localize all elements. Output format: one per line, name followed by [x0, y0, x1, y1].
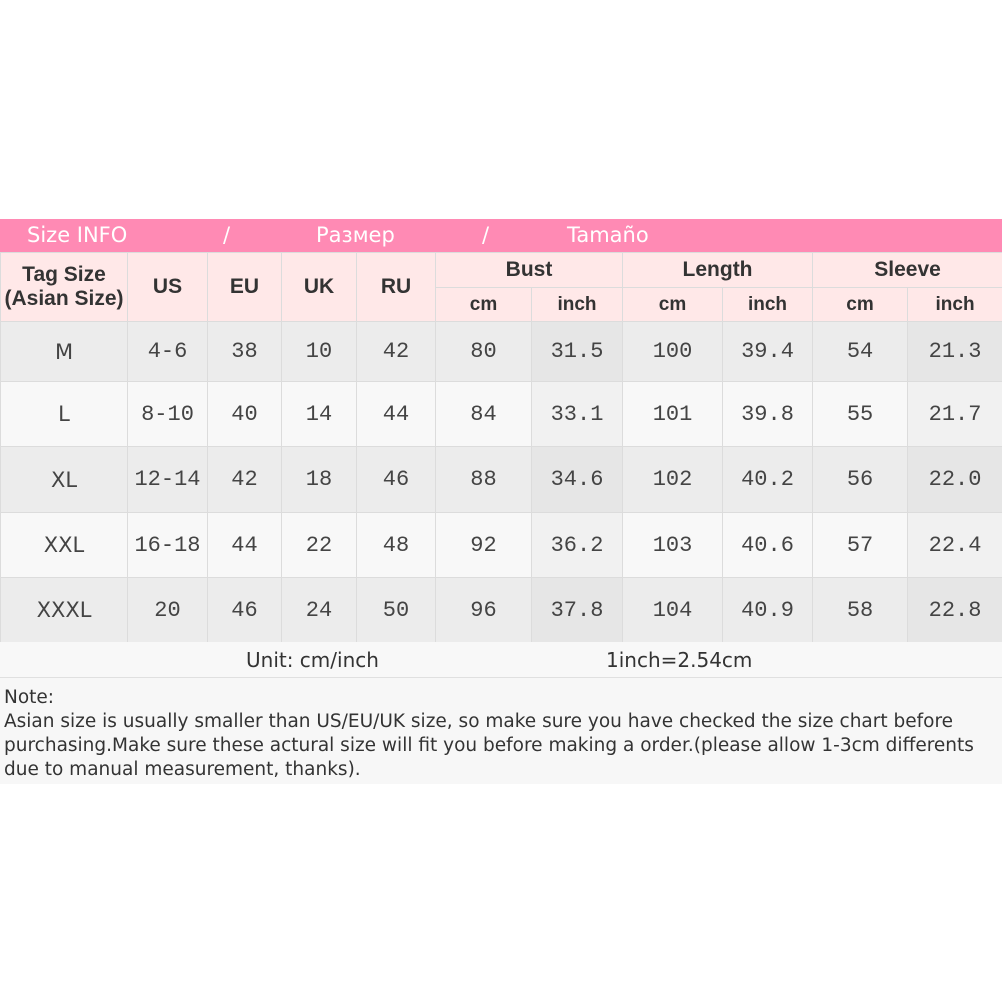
table-cell: 37.8 — [530, 577, 624, 643]
size-table: Tag Size (Asian Size) US EU UK RU Bust Le… — [0, 252, 1002, 643]
table-cell: 57 — [812, 512, 909, 578]
header-length: Length — [622, 252, 814, 288]
note: Note: Asian size is usually smaller than… — [0, 678, 1002, 784]
table-cell: 44 — [207, 512, 282, 578]
header-length-inch: inch — [722, 287, 814, 322]
table-cell: 10 — [281, 321, 357, 382]
table-cell: 96 — [435, 577, 532, 643]
table-cell: 33.1 — [530, 381, 624, 447]
table-cell: 84 — [435, 381, 532, 447]
header-tag-size: Tag Size (Asian Size) — [0, 252, 128, 322]
table-cell: XL — [0, 446, 128, 513]
table-cell: 92 — [435, 512, 532, 578]
unit-label: Unit: cm/inch — [246, 648, 379, 672]
table-cell: 12-14 — [127, 446, 208, 513]
header-sleeve-inch: inch — [907, 287, 1002, 322]
table-cell: 50 — [356, 577, 436, 643]
title-sep: / — [223, 223, 231, 247]
table-cell: 39.4 — [722, 321, 814, 382]
table-row: XL 12-14 42 18 46 88 34.6 102 40.2 56 22.0 — [0, 446, 1002, 513]
table-cell: 101 — [622, 381, 724, 447]
table-cell: 103 — [622, 512, 724, 578]
table-cell: 24 — [281, 577, 357, 643]
table-cell: 39.8 — [722, 381, 814, 447]
table-cell: 22.8 — [907, 577, 1002, 643]
table-cell: 42 — [356, 321, 436, 382]
table-cell: M — [0, 321, 128, 382]
table-row: M 4-6 38 10 42 80 31.5 100 39.4 54 21.3 — [0, 321, 1002, 382]
table-cell: 44 — [356, 381, 436, 447]
header-sleeve-cm: cm — [812, 287, 909, 322]
table-cell: 22 — [281, 512, 357, 578]
table-cell: 104 — [622, 577, 724, 643]
table-cell: XXL — [0, 512, 128, 578]
table-cell: 46 — [207, 577, 282, 643]
table-cell: 56 — [812, 446, 909, 513]
table-cell: 21.3 — [907, 321, 1002, 382]
table-cell: 36.2 — [530, 512, 624, 578]
header-eu: EU — [207, 252, 282, 322]
unit-conversion: 1inch=2.54cm — [606, 648, 753, 672]
table-cell: 16-18 — [127, 512, 208, 578]
header-ru: RU — [356, 252, 436, 322]
table-cell: 14 — [281, 381, 357, 447]
table-cell: 102 — [622, 446, 724, 513]
table-cell: 88 — [435, 446, 532, 513]
title-es: Tamaño — [567, 223, 649, 247]
table-cell: 31.5 — [530, 321, 624, 382]
table-cell: 46 — [356, 446, 436, 513]
title-ru: Размер — [316, 223, 395, 247]
table-cell: 22.4 — [907, 512, 1002, 578]
header-bust-cm: cm — [435, 287, 532, 322]
header-bust: Bust — [434, 252, 624, 288]
table-cell: 40.2 — [722, 446, 814, 513]
table-row: L 8-10 40 14 44 84 33.1 101 39.8 55 21.7 — [0, 381, 1002, 447]
header-uk: UK — [281, 252, 357, 322]
table-row: XXXL 20 46 24 50 96 37.8 104 40.9 58 22.8 — [0, 577, 1002, 643]
header-length-cm: cm — [622, 287, 724, 322]
table-cell: 55 — [812, 381, 909, 447]
table-cell: 48 — [356, 512, 436, 578]
table-cell: 38 — [207, 321, 282, 382]
unit-row: Unit: cm/inch 1inch=2.54cm — [0, 642, 1002, 678]
title-sep: / — [482, 223, 490, 247]
title-bar: Size INFO / Размер / Tamaño — [0, 219, 1002, 252]
table-cell: 18 — [281, 446, 357, 513]
table-cell: XXXL — [0, 577, 128, 643]
table-cell: 40.9 — [722, 577, 814, 643]
note-heading: Note: — [4, 687, 55, 708]
note-text: Asian size is usually smaller than US/EU… — [4, 711, 974, 780]
table-cell: 100 — [622, 321, 724, 382]
table-cell: 4-6 — [127, 321, 208, 382]
table-cell: 80 — [435, 321, 532, 382]
table-cell: L — [0, 381, 128, 447]
table-cell: 8-10 — [127, 381, 208, 447]
header-us: US — [127, 252, 208, 322]
table-cell: 21.7 — [907, 381, 1002, 447]
table-cell: 58 — [812, 577, 909, 643]
table-cell: 54 — [812, 321, 909, 382]
table-cell: 34.6 — [530, 446, 624, 513]
table-cell: 20 — [127, 577, 208, 643]
table-cell: 42 — [207, 446, 282, 513]
title-en: Size INFO — [27, 223, 128, 247]
table-row: XXL 16-18 44 22 48 92 36.2 103 40.6 57 22.4 — [0, 512, 1002, 578]
header-bust-inch: inch — [530, 287, 624, 322]
table-cell: 40 — [207, 381, 282, 447]
table-cell: 22.0 — [907, 446, 1002, 513]
header-sleeve: Sleeve — [812, 252, 1002, 288]
table-cell: 40.6 — [722, 512, 814, 578]
